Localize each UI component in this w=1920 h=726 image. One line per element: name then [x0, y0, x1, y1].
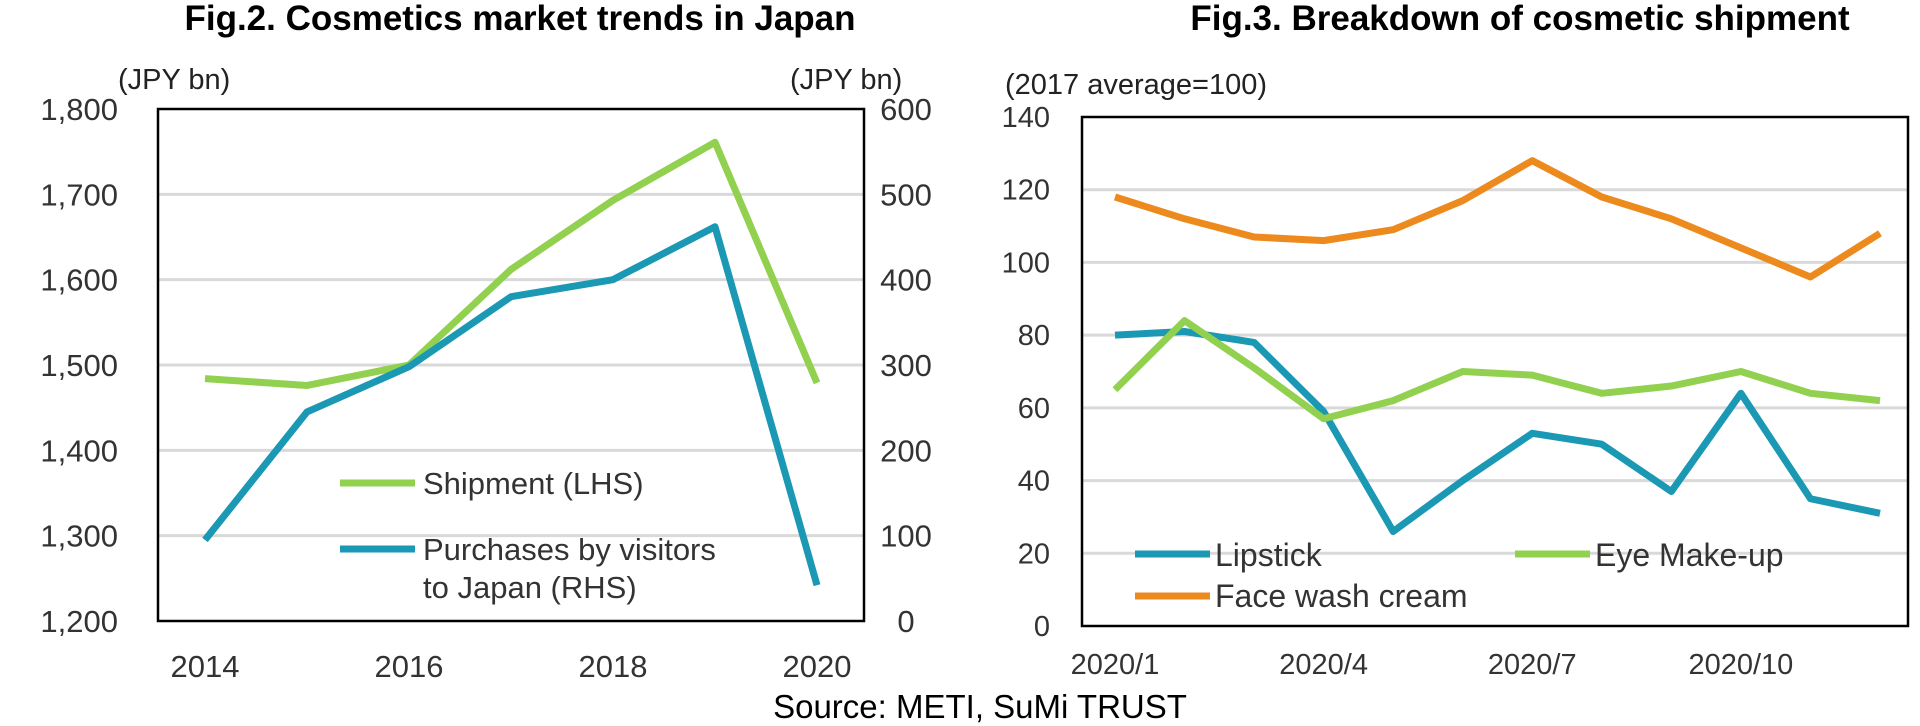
y-tick: 20 [1018, 538, 1050, 570]
series-line-eye-make-up [1112, 317, 1881, 423]
x-tick-2018: 2018 [579, 649, 648, 684]
legend-label-face-wash: Face wash cream [1215, 578, 1468, 614]
chart-fig2-ylabel-right: (JPY bn) [790, 64, 902, 96]
chart-fig3-legend: Lipstick Eye Make-up Face wash cream [1135, 537, 1784, 614]
y-tick: 100 [1002, 247, 1050, 279]
y-tick-right: 600 [880, 92, 932, 127]
chart-fig3-plot-frame [1080, 115, 1910, 628]
legend-label-purchases-line2: to Japan (RHS) [423, 570, 637, 605]
x-tick-2016: 2016 [375, 649, 444, 684]
chart-fig2-title: Fig.2. Cosmetics market trends in Japan [184, 0, 855, 38]
x-tick-2020-7: 2020/7 [1488, 649, 1577, 681]
source-note: Source: METI, SuMi TRUST [773, 688, 1187, 725]
series-line-lipstick [1114, 328, 1881, 535]
x-tick-2014: 2014 [171, 649, 240, 684]
y-tick: 120 [1002, 175, 1050, 207]
chart-fig3: Fig.3. Breakdown of cosmetic shipment (2… [1002, 0, 1910, 681]
chart-fig2-ylabel-left: (JPY bn) [118, 64, 230, 96]
y-tick-right: 100 [880, 519, 932, 554]
legend-label-shipment: Shipment (LHS) [423, 466, 644, 501]
legend-label-purchases-line1: Purchases by visitors [423, 532, 716, 567]
chart-fig2: Fig.2. Cosmetics market trends in Japan … [40, 0, 931, 684]
y-tick: 40 [1018, 466, 1050, 498]
y-tick-right: 500 [880, 177, 932, 212]
x-tick-2020-1: 2020/1 [1071, 649, 1160, 681]
y-tick-left: 1,700 [40, 177, 118, 212]
y-tick-right: 400 [880, 263, 932, 298]
chart-fig2-plot-frame [156, 107, 866, 623]
y-tick-left: 1,600 [40, 263, 118, 298]
chart-fig3-ylabel: (2017 average=100) [1005, 69, 1267, 101]
y-tick: 140 [1002, 102, 1050, 134]
x-tick-2020-10: 2020/10 [1688, 649, 1793, 681]
chart-fig3-title: Fig.3. Breakdown of cosmetic shipment [1190, 0, 1850, 38]
legend-label-lipstick: Lipstick [1215, 537, 1323, 573]
y-tick-left: 1,800 [40, 92, 118, 127]
chart-fig2-legend: Shipment (LHS) Purchases by visitors to … [340, 466, 716, 605]
y-tick-left: 1,400 [40, 433, 118, 468]
legend-label-eye-makeup: Eye Make-up [1595, 537, 1784, 573]
y-tick-right: 200 [880, 433, 932, 468]
series-line-purchases-by-visitors-to-japan-rhs [202, 223, 821, 587]
y-tick: 0 [1034, 611, 1050, 643]
y-tick-left: 1,500 [40, 348, 118, 383]
series-line-shipment-lhs [204, 138, 821, 389]
y-tick: 80 [1018, 320, 1050, 352]
y-tick: 60 [1018, 393, 1050, 425]
y-tick-right: 0 [897, 604, 914, 639]
x-tick-2020: 2020 [783, 649, 852, 684]
y-tick-left: 1,300 [40, 519, 118, 554]
y-tick-left: 1,200 [40, 604, 118, 639]
x-tick-2020-4: 2020/4 [1279, 649, 1368, 681]
series-line-face-wash-cream [1113, 157, 1882, 281]
y-tick-right: 300 [880, 348, 932, 383]
